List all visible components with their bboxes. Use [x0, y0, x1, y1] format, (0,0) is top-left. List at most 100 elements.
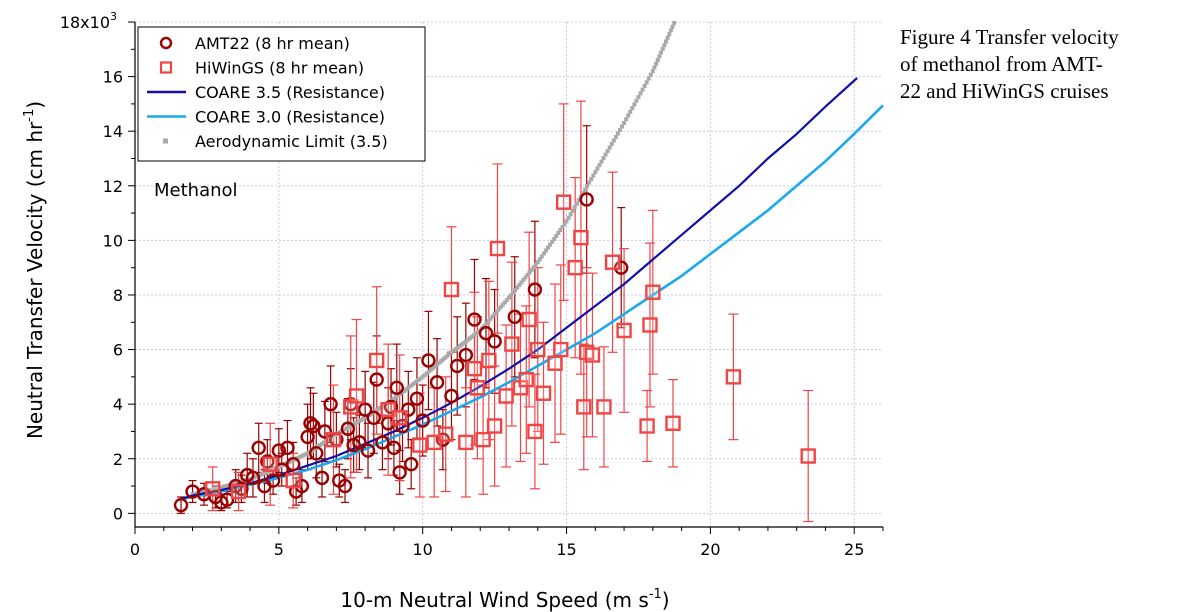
aero-limit-point: [670, 24, 675, 29]
legend-label: COARE 3.5 (Resistance): [195, 83, 385, 102]
aero-limit-point: [502, 300, 507, 305]
aero-limit-point: [260, 471, 265, 476]
aero-limit-point: [611, 138, 616, 143]
aero-limit-point: [396, 393, 401, 398]
aero-limit-point: [213, 486, 218, 491]
aero-limit-point: [467, 336, 472, 341]
amt22-point: [369, 372, 384, 387]
hiwings-point: [230, 483, 247, 500]
legend-box: [137, 26, 426, 162]
amt22-point: [219, 492, 235, 507]
aero-limit-point: [558, 228, 563, 233]
aero-limit-point: [354, 420, 359, 425]
hiwings-point: [443, 281, 460, 298]
hiwings-point: [576, 399, 592, 415]
aero-limit-point: [254, 474, 259, 479]
aero-limit-point: [642, 83, 647, 88]
aero-limit-point: [346, 425, 351, 430]
amt22-point: [527, 282, 543, 297]
aero-limit-point: [418, 376, 423, 381]
aero-limit-point: [570, 208, 575, 213]
amt22-point: [579, 192, 594, 207]
aero-limit-point: [338, 429, 343, 434]
amt22-point: [401, 402, 416, 417]
aero-limit-point: [636, 95, 641, 100]
amt22-point: [300, 429, 315, 445]
aero-limit-point: [624, 117, 629, 122]
legend-amt22-marker: [159, 36, 173, 50]
amt22-point: [389, 380, 404, 395]
aero-limit-point: [305, 451, 310, 456]
legend-label: COARE 3.0 (Resistance): [195, 108, 385, 127]
aero-limit-point: [585, 184, 590, 189]
hiwings-point: [639, 418, 655, 434]
amt22-point: [386, 440, 402, 456]
aero-limit-point: [539, 254, 544, 259]
aero-limit-point: [476, 330, 481, 335]
amt22-point: [478, 325, 494, 341]
aero-limit-point: [410, 382, 415, 387]
y-tick-label: 14: [103, 122, 123, 141]
aero-limit-point: [498, 305, 503, 310]
aero-limit-point: [615, 131, 620, 136]
aero-limit-point: [404, 387, 409, 392]
amt22-point: [403, 457, 419, 472]
amt22-point: [271, 443, 287, 458]
aero-limit-point: [215, 486, 220, 491]
hiwings-point: [481, 352, 497, 369]
aero-limit-point: [601, 156, 606, 161]
hiwings-point: [475, 431, 491, 448]
aero-limit-point: [406, 385, 411, 390]
amt22-point: [429, 375, 445, 390]
aero-limit-point: [311, 447, 316, 452]
aero-limit-point: [521, 277, 526, 282]
aero-limit-point: [668, 28, 673, 33]
y-tick-label: 2: [113, 450, 123, 469]
aero-limit-point: [488, 316, 493, 321]
aero-limit-point: [225, 483, 230, 488]
aero-limit-point: [599, 159, 604, 164]
hiwings-point: [438, 426, 454, 442]
aero-limit-point: [198, 490, 203, 495]
y-tick-label: 18x103: [60, 10, 117, 32]
hiwings-point: [518, 371, 534, 388]
figure-caption: Figure 4 Transfer velocity of methanol f…: [900, 24, 1180, 105]
aero-limit-point: [449, 350, 454, 355]
amt22-point: [251, 440, 266, 456]
legend-label: HiWinGS (8 hr mean): [195, 59, 364, 78]
amt22-point: [507, 309, 522, 325]
aero-limit-point: [223, 484, 228, 489]
aero-limit-point: [632, 102, 637, 107]
aero-limit-point: [470, 334, 475, 339]
aero-limit-point: [322, 440, 327, 445]
amt22-point: [265, 473, 281, 488]
axes: [128, 21, 884, 534]
aero-limit-point: [548, 242, 553, 247]
aero-limit-point: [459, 342, 464, 347]
aero-limit-point: [356, 419, 361, 424]
y-axis-title: Neutral Transfer Velocity (cm hr-1): [22, 101, 47, 439]
aero-limit-point: [654, 61, 659, 66]
aero-limit-point: [211, 487, 216, 492]
aero-limit-point: [221, 484, 226, 489]
aero-limit-point: [426, 369, 431, 374]
caption-line-2: of methanol from AMT-: [900, 52, 1103, 76]
amt22-point: [458, 347, 474, 363]
x-tick-label: 15: [556, 540, 576, 559]
hiwings-point: [412, 437, 428, 453]
amt22-point: [467, 312, 482, 327]
amt22-point: [309, 446, 324, 461]
aero-limit-point: [361, 416, 366, 421]
y-tick-label: 16: [103, 68, 123, 87]
coare30-line: [177, 104, 884, 501]
hiwings-point: [584, 347, 601, 363]
aero-limit-point: [412, 381, 417, 386]
tick-labels: 0 5 10 15 20 25 0 2 4 6 8 10 12 14 16 18x103: [60, 10, 865, 559]
hiwings-point: [530, 341, 546, 358]
amt22-point: [409, 391, 425, 406]
aero-limit-point: [252, 475, 257, 480]
hiwings-point: [567, 259, 583, 276]
aero-limit-point: [648, 72, 653, 77]
aero-limit-point: [638, 91, 643, 96]
aero-limit-point: [190, 492, 195, 497]
